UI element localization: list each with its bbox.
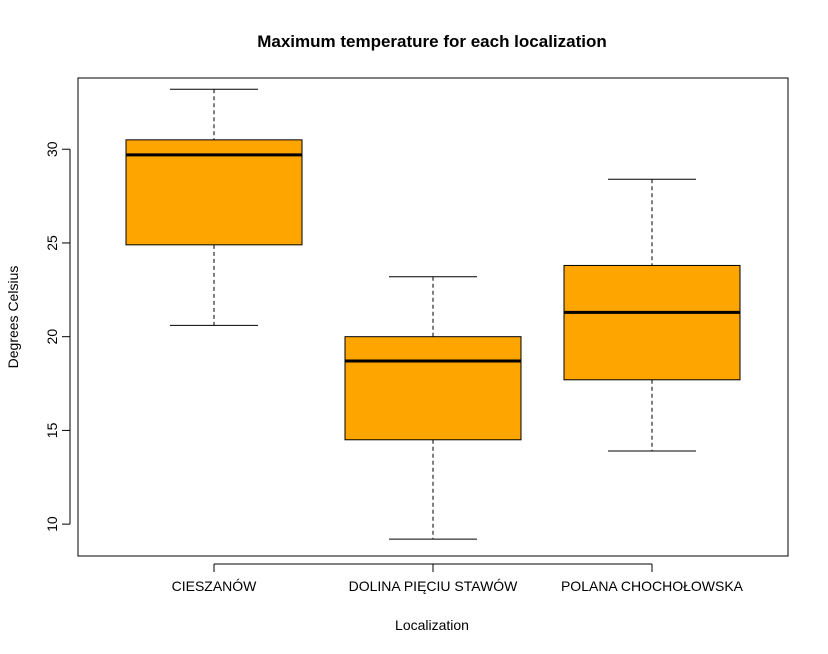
iqr-box: [344, 336, 522, 441]
y-axis-label: Degrees Celsius: [5, 266, 21, 369]
box-2: [344, 276, 522, 540]
y-axis: 10 15 20 25 30: [44, 141, 71, 532]
y-tick-label: 25: [44, 235, 60, 251]
box-3: [563, 178, 741, 452]
box-1: [125, 88, 303, 326]
plot-area-frame: [77, 77, 789, 557]
y-tick-label: 10: [44, 516, 60, 532]
iqr-box: [125, 139, 303, 246]
x-tick-label: CIESZANÓW: [172, 578, 258, 594]
x-tick-label: DOLINA PIĘCIU STAWÓW: [349, 578, 519, 594]
y-tick-label: 15: [44, 422, 60, 438]
y-tick-label: 20: [44, 329, 60, 345]
iqr-box: [563, 264, 741, 381]
x-tick-label: POLANA CHOCHOŁOWSKA: [561, 578, 744, 594]
x-axis: CIESZANÓW DOLINA PIĘCIU STAWÓW POLANA CHOC…: [172, 563, 744, 594]
box-series: [125, 88, 741, 540]
chart-title: Maximum temperature for each localizatio…: [257, 32, 607, 51]
y-tick-label: 30: [44, 141, 60, 157]
x-axis-label: Localization: [395, 617, 469, 633]
